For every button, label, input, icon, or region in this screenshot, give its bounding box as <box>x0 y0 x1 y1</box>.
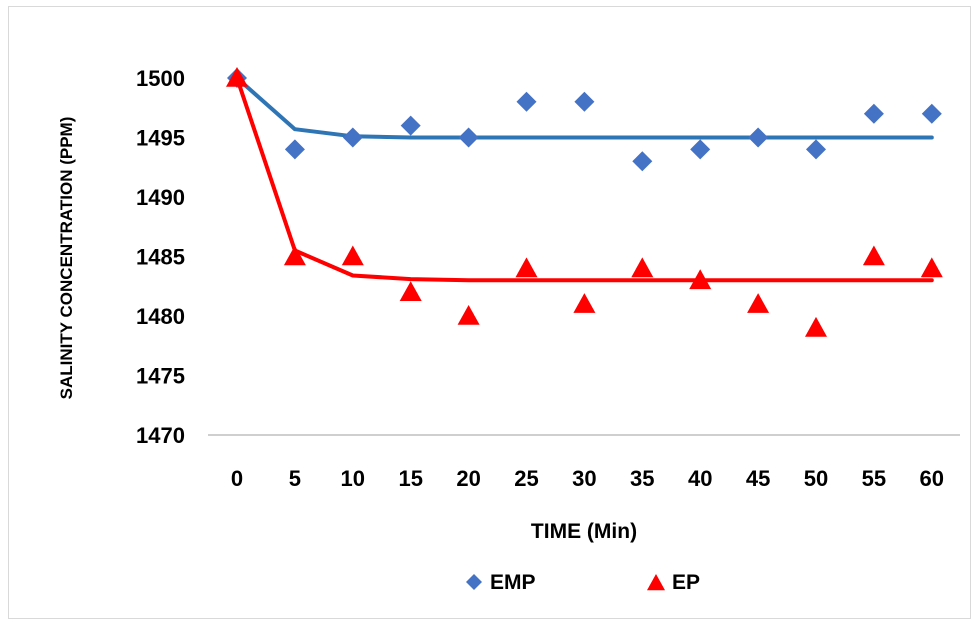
data-point-ep <box>920 257 943 278</box>
data-point-ep <box>862 245 885 266</box>
x-tick-label: 35 <box>630 466 654 491</box>
data-point-emp <box>516 91 537 112</box>
trend-line-ep <box>235 76 934 283</box>
x-tick-label: 5 <box>289 466 301 491</box>
x-axis-tick-labels: 0 5 10 15 20 25 30 35 40 45 50 55 60 <box>231 466 944 491</box>
y-tick-label: 1480 <box>136 304 185 329</box>
x-tick-label: 20 <box>456 466 480 491</box>
data-point-emp <box>458 127 479 148</box>
data-markers <box>226 67 943 337</box>
chart-frame <box>8 6 971 619</box>
x-tick-label: 55 <box>862 466 886 491</box>
x-tick-label: 60 <box>920 466 944 491</box>
data-point-emp <box>632 151 653 172</box>
x-tick-label: 0 <box>231 466 243 491</box>
data-point-emp <box>690 139 711 160</box>
data-point-emp <box>748 127 769 148</box>
data-point-ep <box>399 281 422 301</box>
y-tick-label: 1490 <box>136 185 185 210</box>
x-tick-label: 25 <box>514 466 538 491</box>
y-axis-tick-labels: 1470 1475 1480 1485 1490 1495 1500 <box>136 66 185 448</box>
y-tick-label: 1495 <box>136 126 185 151</box>
data-point-ep <box>805 316 827 337</box>
legend-item-ep: EP <box>647 571 700 594</box>
legend: EMP EP <box>466 571 700 594</box>
legend-emp-label: EMP <box>490 571 536 594</box>
data-point-emp <box>806 139 826 160</box>
y-tick-label: 1475 <box>136 364 185 389</box>
x-tick-label: 15 <box>398 466 422 491</box>
y-tick-label: 1500 <box>136 66 185 91</box>
data-point-ep <box>573 293 596 313</box>
data-point-ep <box>515 257 538 278</box>
y-axis-title: SALINITY CONCENTRATION (PPM) <box>57 117 76 400</box>
data-point-ep <box>631 257 654 278</box>
data-point-emp <box>921 103 942 124</box>
data-point-emp <box>863 103 884 124</box>
data-point-ep <box>457 305 480 325</box>
data-point-ep <box>226 67 248 87</box>
x-tick-label: 45 <box>746 466 770 491</box>
y-tick-label: 1470 <box>136 423 185 448</box>
data-point-ep <box>283 245 306 266</box>
y-tick-label: 1485 <box>136 245 185 270</box>
data-point-ep <box>689 269 712 290</box>
data-point-emp <box>342 127 363 148</box>
legend-ep-triangle-icon <box>647 574 665 591</box>
legend-emp-diamond-icon <box>466 574 482 590</box>
x-tick-label: 40 <box>688 466 712 491</box>
legend-item-emp: EMP <box>466 571 536 594</box>
data-point-emp <box>400 115 421 136</box>
x-tick-label: 30 <box>572 466 596 491</box>
data-point-emp <box>574 91 595 112</box>
x-tick-label: 10 <box>341 466 365 491</box>
legend-ep-label: EP <box>672 571 700 594</box>
data-point-ep <box>747 293 770 313</box>
x-tick-label: 50 <box>804 466 828 491</box>
data-point-emp <box>284 139 305 160</box>
x-axis-title: TIME (Min) <box>531 520 637 543</box>
data-point-ep <box>341 245 364 266</box>
